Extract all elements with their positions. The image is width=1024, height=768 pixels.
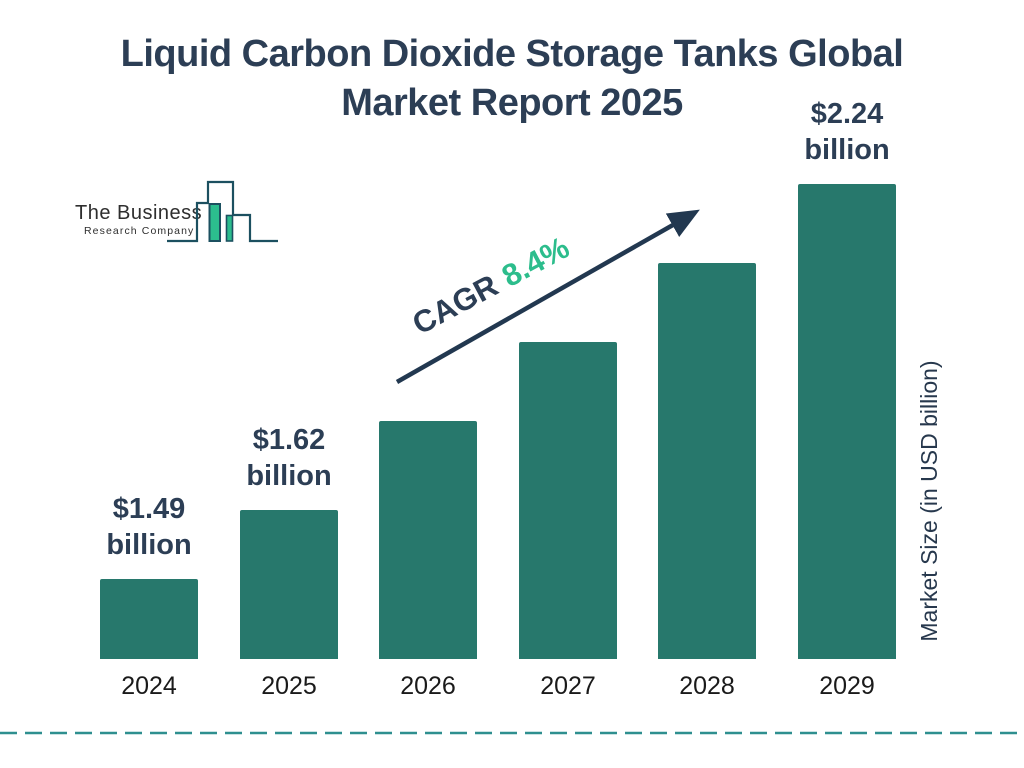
bar-2025	[240, 510, 338, 659]
x-label-2029: 2029	[819, 672, 875, 700]
value-label-2024: $1.49 billion	[106, 493, 192, 561]
bar-chart-logo-icon	[167, 180, 278, 243]
value-label-2025: $1.62 billion	[246, 424, 332, 492]
x-label-2024: 2024	[121, 672, 177, 700]
bar-2027	[519, 342, 617, 659]
x-label-2025: 2025	[261, 672, 317, 700]
chart-title-line1: Liquid Carbon Dioxide Storage Tanks Glob…	[120, 33, 904, 75]
x-label-2027: 2027	[540, 672, 596, 700]
logo-name: The Business	[75, 202, 203, 224]
bar-2026	[379, 421, 477, 659]
logo-subname: Research Company	[84, 225, 195, 237]
x-label-2026: 2026	[400, 672, 456, 700]
bar-2028	[658, 263, 756, 659]
bar-2029	[798, 184, 896, 659]
value-label-2029: $2.24 billion	[804, 98, 890, 166]
chart-title: Liquid Carbon Dioxide Storage Tanks Glob…	[0, 30, 1024, 128]
x-label-2028: 2028	[679, 672, 735, 700]
y-axis-label: Market Size (in USD billion)	[916, 360, 942, 642]
chart-title-line2: Market Report 2025	[341, 82, 683, 124]
bar-2024	[100, 579, 198, 659]
